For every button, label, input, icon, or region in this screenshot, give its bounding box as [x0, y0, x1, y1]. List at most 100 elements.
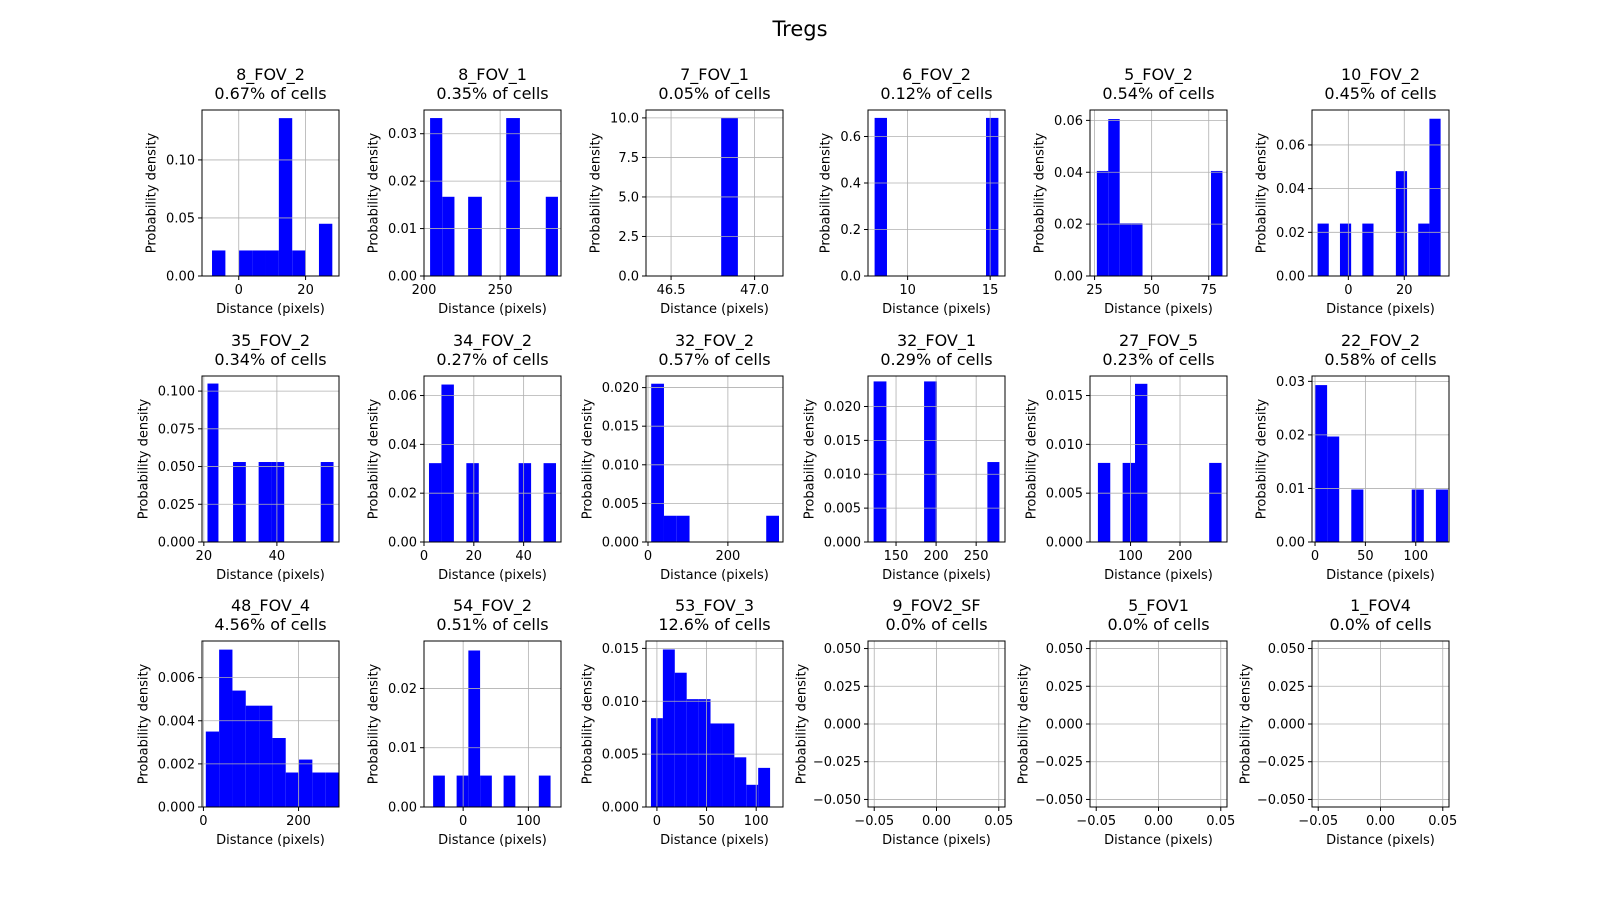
y-tick-label: 0.002: [158, 757, 195, 772]
axes-frame: [1311, 109, 1450, 277]
histogram-bar: [1119, 223, 1132, 276]
y-tick-label: 10.0: [610, 111, 639, 126]
y-tick-label: 0.06: [1276, 138, 1305, 153]
histogram-bar: [1211, 170, 1223, 276]
histogram-bar: [1435, 489, 1448, 542]
x-axis-label: Distance (pixels): [660, 568, 769, 583]
y-tick-label: 0.025: [158, 498, 195, 513]
histogram-bar: [518, 463, 532, 542]
y-tick-label: 0.00: [388, 270, 417, 285]
x-axis-label: Distance (pixels): [660, 833, 769, 848]
x-tick-label: 0: [235, 283, 243, 298]
x-tick-label: 0.00: [1144, 814, 1173, 829]
x-tick-label: 20: [196, 549, 213, 564]
panel-title: 10_FOV_2: [1341, 65, 1420, 85]
histogram-bar: [233, 462, 246, 542]
y-axis-label: Probability density: [803, 398, 818, 519]
panel-title: 9_FOV2_SF: [892, 596, 980, 616]
axes-frame: [201, 375, 340, 543]
histogram-bar: [258, 462, 272, 542]
axes-frame: [645, 109, 784, 277]
y-axis-label: Probability density: [588, 132, 603, 253]
y-tick-label: 5.0: [618, 190, 639, 205]
x-tick-label: 46.5: [657, 283, 686, 298]
histogram-bar: [663, 515, 677, 542]
histogram-bar: [1429, 118, 1441, 277]
y-tick-label: 0.006: [158, 671, 195, 686]
x-tick-label: 0: [644, 549, 652, 564]
histogram-bar: [318, 223, 333, 276]
y-tick-label: 7.5: [618, 151, 639, 166]
axes-frame: [1089, 109, 1228, 277]
y-tick-label: 0.010: [824, 468, 861, 483]
histogram-bar: [245, 705, 260, 807]
x-tick-label: 25: [1086, 283, 1103, 298]
histogram-bar: [468, 196, 482, 276]
histogram-bar: [1395, 171, 1408, 276]
y-tick-label: 0.03: [1276, 375, 1305, 390]
axes-frame: [423, 109, 562, 277]
axes-frame: [645, 640, 784, 808]
panel-title: 27_FOV_5: [1119, 331, 1198, 351]
y-tick-label: 0.000: [158, 536, 195, 551]
y-tick-label: 0.6: [840, 130, 861, 145]
y-tick-label: 0.100: [158, 385, 195, 400]
histogram-bar: [238, 250, 253, 276]
histogram-bar: [676, 515, 690, 542]
x-tick-label: 100: [1403, 549, 1428, 564]
histogram-panel: 100 200 0.000 0.005 0.010 0.015 27_FOV_50.23% …: [1025, 331, 1228, 583]
panel-title: 8_FOV_2: [236, 65, 305, 85]
y-tick-label: 0.075: [158, 422, 195, 437]
y-tick-label: 0.00: [1276, 536, 1305, 551]
axes-frame: [1089, 375, 1228, 543]
y-tick-label: 0.00: [1276, 270, 1305, 285]
x-axis-label: Distance (pixels): [438, 302, 547, 317]
x-tick-label: 200: [286, 814, 311, 829]
histogram-bar: [259, 705, 273, 807]
panel-subtitle: 0.67% of cells: [214, 84, 326, 103]
panel-subtitle: 0.51% of cells: [436, 615, 548, 634]
histogram-bar: [986, 117, 999, 277]
x-tick-label: 10: [899, 283, 916, 298]
y-axis-label: Probability density: [137, 663, 152, 784]
y-tick-label: 0.04: [388, 438, 417, 453]
histogram-panel: −0.05 0.00 0.05 −0.050 −0.025 0.000 0.025 0.050…: [795, 596, 1014, 848]
axes-frame: [1311, 375, 1450, 543]
y-tick-label: 0.2: [840, 223, 861, 238]
y-tick-label: 0.025: [1046, 680, 1083, 695]
histogram-panel: −0.05 0.00 0.05 −0.050 −0.025 0.000 0.025 0.050…: [1239, 596, 1458, 848]
y-tick-label: 0.02: [388, 682, 417, 697]
y-tick-label: 0.050: [158, 460, 195, 475]
x-axis-label: Distance (pixels): [882, 568, 991, 583]
x-tick-label: 150: [884, 549, 909, 564]
y-axis-label: Probability density: [137, 398, 152, 519]
x-axis-label: Distance (pixels): [216, 302, 325, 317]
histogram-bar: [1108, 119, 1120, 276]
y-tick-label: 0.000: [1046, 536, 1083, 551]
histogram-bar: [433, 775, 445, 807]
y-tick-label: 0.05: [166, 211, 195, 226]
panel-subtitle: 0.05% of cells: [658, 84, 770, 103]
x-tick-label: 200: [715, 549, 740, 564]
axes-frame: [201, 640, 340, 808]
y-axis-label: Probability density: [366, 663, 381, 784]
panel-title: 1_FOV4: [1350, 596, 1411, 616]
x-axis-label: Distance (pixels): [438, 833, 547, 848]
histogram-bar: [1122, 462, 1135, 542]
histogram-bar: [207, 383, 219, 542]
histogram-bar: [466, 463, 479, 542]
x-tick-label: 250: [488, 283, 513, 298]
panel-subtitle: 0.0% of cells: [885, 615, 987, 634]
panel-subtitle: 0.23% of cells: [1102, 350, 1214, 369]
x-tick-label: 0: [1344, 283, 1352, 298]
x-tick-label: 0: [459, 814, 467, 829]
x-tick-label: 20: [1396, 283, 1413, 298]
histogram-bar: [651, 383, 664, 542]
x-axis-label: Distance (pixels): [438, 568, 547, 583]
histogram-bar: [442, 196, 455, 276]
x-tick-label: 20: [297, 283, 314, 298]
y-tick-label: 0.005: [1046, 487, 1083, 502]
x-tick-label: 100: [744, 814, 769, 829]
histogram-bar: [232, 690, 246, 807]
